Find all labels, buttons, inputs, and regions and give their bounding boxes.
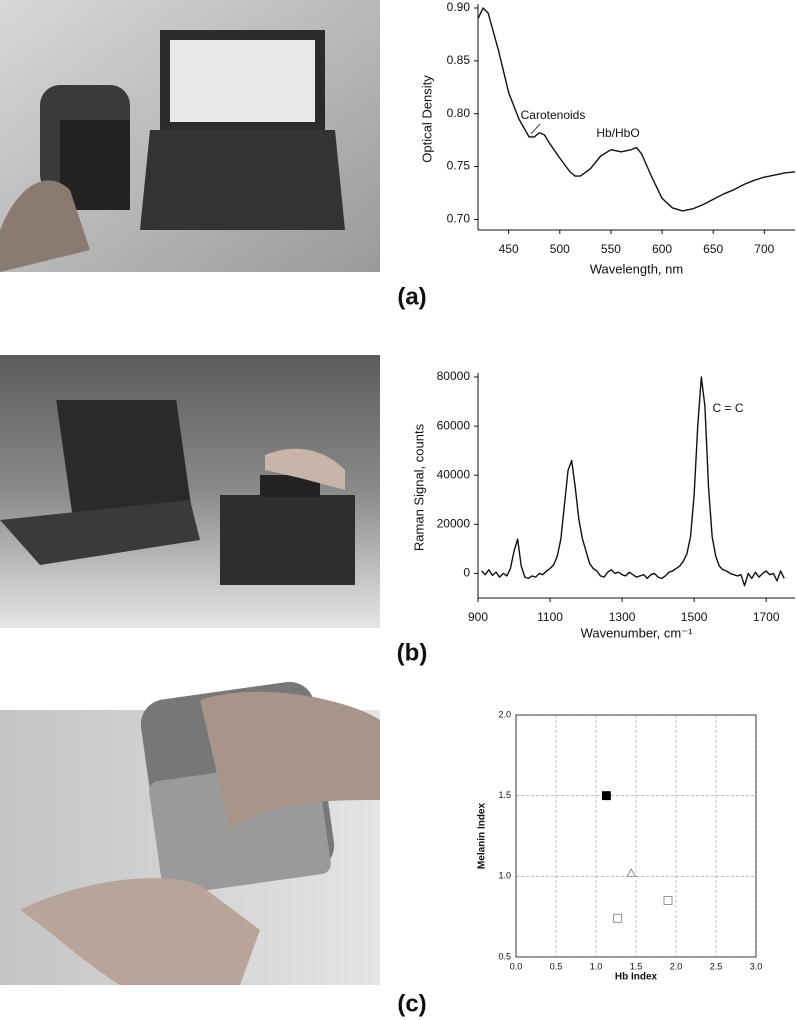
y-tick-label: 0.90 bbox=[447, 0, 471, 14]
x-tick-label: 550 bbox=[601, 242, 621, 256]
photo-c bbox=[0, 681, 380, 985]
x-tick-label: 1100 bbox=[537, 610, 563, 624]
annotation: Hb/HbO bbox=[596, 126, 639, 140]
panel-label: (a) bbox=[397, 283, 426, 310]
plot-frame bbox=[515, 714, 757, 958]
x-tick-label: 500 bbox=[550, 242, 570, 256]
y-axis-label: Optical Density bbox=[419, 75, 434, 163]
y-tick-label: 0 bbox=[463, 566, 470, 580]
x-tick-label: 900 bbox=[468, 610, 488, 624]
x-tick-label: 0.0 bbox=[510, 961, 523, 971]
x-tick-label: 1300 bbox=[609, 610, 636, 624]
y-tick-label: 0.80 bbox=[447, 106, 471, 120]
y-tick-label: 0.75 bbox=[447, 159, 471, 173]
y-tick-label: 60000 bbox=[437, 418, 471, 432]
y-tick-label: 2.0 bbox=[498, 709, 511, 719]
x-tick-label: 1.0 bbox=[590, 961, 603, 971]
x-tick-label: 700 bbox=[754, 242, 774, 256]
x-axis-label: Wavelength, nm bbox=[590, 261, 683, 276]
y-tick-label: 1.0 bbox=[498, 871, 511, 881]
x-tick-label: 2.0 bbox=[670, 961, 683, 971]
x-axis-label: Hb Index bbox=[615, 972, 658, 983]
spectrum-line bbox=[477, 7, 796, 212]
y-tick-label: 40000 bbox=[437, 467, 471, 481]
point bbox=[613, 913, 623, 923]
y-tick-label: 0.5 bbox=[498, 951, 511, 961]
x-axis-label: Wavenumber, cm⁻¹ bbox=[581, 625, 694, 640]
point bbox=[601, 791, 611, 801]
y-tick-label: 20000 bbox=[437, 517, 471, 531]
photo-a bbox=[0, 0, 380, 272]
point bbox=[663, 896, 673, 905]
annotation: Carotenoids bbox=[521, 108, 586, 122]
y-tick-label: 0.70 bbox=[447, 212, 471, 226]
x-tick-label: 450 bbox=[499, 242, 519, 256]
x-tick-label: 650 bbox=[703, 242, 723, 256]
x-tick-label: 1.5 bbox=[630, 961, 643, 971]
annotation-leader bbox=[530, 123, 541, 135]
x-tick-label: 3.0 bbox=[750, 961, 763, 971]
x-tick-label: 600 bbox=[652, 242, 672, 256]
annotation: C = C bbox=[712, 401, 743, 415]
panel-label: (b) bbox=[397, 639, 428, 666]
y-axis-label: Melanin Index bbox=[477, 803, 488, 870]
x-tick-label: 1700 bbox=[753, 610, 780, 624]
y-tick-label: 80000 bbox=[437, 369, 471, 383]
y-axis-label: Raman Signal, counts bbox=[411, 423, 426, 551]
x-tick-label: 2.5 bbox=[710, 961, 723, 971]
y-tick-label: 0.85 bbox=[447, 53, 471, 67]
spectrum-line bbox=[481, 376, 785, 587]
panel-label: (c) bbox=[397, 990, 426, 1017]
x-tick-label: 0.5 bbox=[550, 961, 563, 971]
point bbox=[626, 868, 636, 877]
photo-b bbox=[0, 355, 380, 628]
y-tick-label: 1.5 bbox=[498, 790, 511, 800]
x-tick-label: 1500 bbox=[681, 610, 708, 624]
